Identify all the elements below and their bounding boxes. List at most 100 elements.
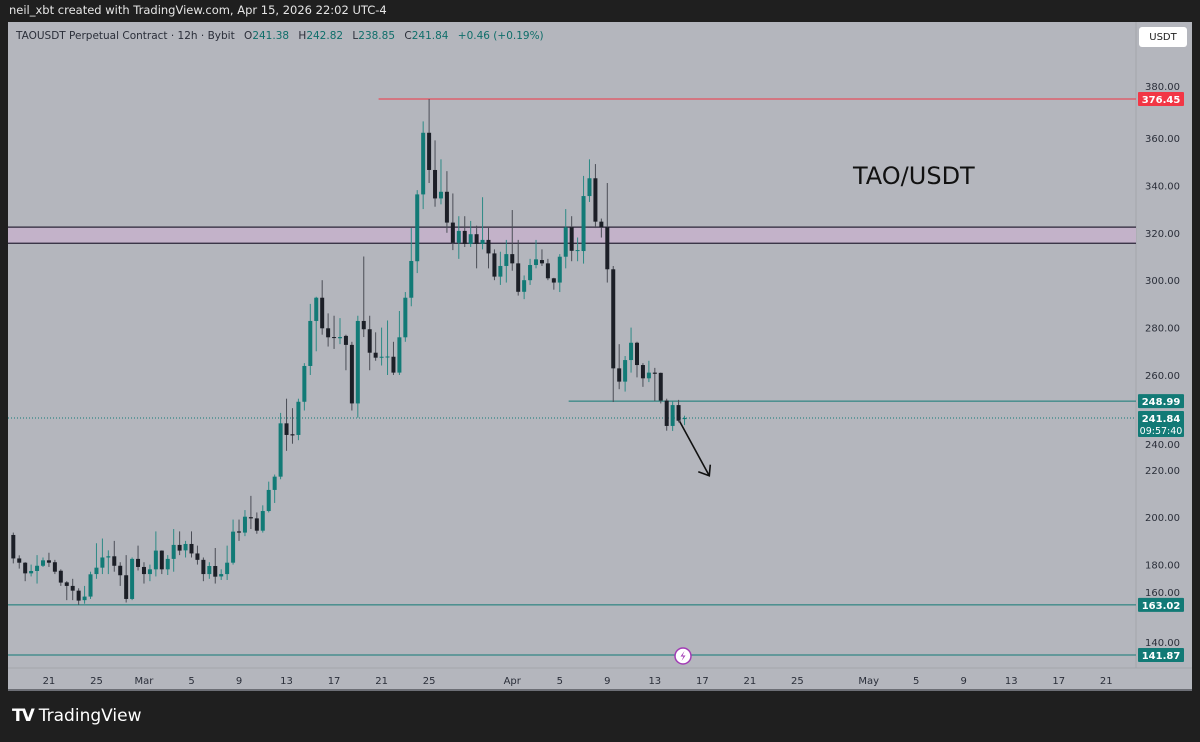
candle[interactable] — [397, 310, 402, 375]
candle[interactable] — [563, 209, 568, 269]
candle[interactable] — [575, 237, 580, 262]
candle[interactable] — [100, 538, 105, 575]
candle[interactable] — [171, 529, 176, 572]
candle[interactable] — [623, 356, 628, 392]
candle[interactable] — [213, 547, 218, 584]
candle[interactable] — [76, 588, 81, 605]
candle[interactable] — [682, 415, 687, 426]
candle[interactable] — [504, 239, 509, 283]
candle[interactable] — [136, 545, 141, 571]
candle[interactable] — [302, 363, 307, 411]
candle[interactable] — [640, 363, 645, 387]
candle[interactable] — [581, 175, 586, 264]
candle[interactable] — [403, 292, 408, 342]
chart-annotation-text[interactable]: TAO/USDT — [853, 162, 975, 190]
candle[interactable] — [130, 557, 135, 601]
candle[interactable] — [266, 481, 271, 513]
candle[interactable] — [201, 557, 206, 582]
candle[interactable] — [46, 552, 51, 567]
candle[interactable] — [82, 585, 87, 604]
candle[interactable] — [605, 183, 610, 283]
candle[interactable] — [670, 401, 675, 431]
candle[interactable] — [29, 564, 34, 577]
candle[interactable] — [52, 559, 57, 575]
candle[interactable] — [486, 228, 491, 269]
candle[interactable] — [528, 258, 533, 285]
candle[interactable] — [70, 578, 75, 601]
candle[interactable] — [242, 510, 247, 537]
candle[interactable] — [41, 557, 45, 567]
candle[interactable] — [516, 239, 521, 296]
candle[interactable] — [629, 327, 634, 373]
candle[interactable] — [468, 220, 473, 248]
candle[interactable] — [462, 216, 467, 248]
candle[interactable] — [557, 254, 562, 293]
candle[interactable] — [361, 256, 366, 338]
candle[interactable] — [326, 313, 331, 347]
candle[interactable] — [177, 531, 182, 556]
candle[interactable] — [498, 251, 503, 285]
candle[interactable] — [35, 555, 40, 584]
candle[interactable] — [159, 550, 164, 575]
candle[interactable] — [296, 398, 301, 441]
candle[interactable] — [480, 197, 485, 250]
candle[interactable] — [118, 562, 123, 586]
candle[interactable] — [308, 303, 313, 375]
candle[interactable] — [248, 495, 253, 530]
candle[interactable] — [141, 562, 146, 584]
candle[interactable] — [284, 398, 289, 451]
candle[interactable] — [652, 367, 657, 402]
candle[interactable] — [314, 296, 319, 352]
candle[interactable] — [539, 249, 544, 266]
candle[interactable] — [124, 555, 129, 603]
candle[interactable] — [349, 341, 354, 411]
candle[interactable] — [456, 216, 461, 259]
down-arrow-line[interactable] — [678, 420, 710, 477]
candle[interactable] — [260, 505, 265, 533]
candle[interactable] — [569, 216, 574, 262]
candle[interactable] — [617, 344, 622, 390]
candle[interactable] — [11, 532, 16, 564]
candle[interactable] — [237, 519, 242, 541]
candle[interactable] — [438, 159, 443, 205]
candle[interactable] — [106, 550, 111, 575]
currency-button[interactable]: USDT — [1139, 27, 1187, 47]
candle[interactable] — [450, 193, 455, 251]
candle[interactable] — [165, 555, 170, 576]
candle[interactable] — [433, 140, 438, 207]
candle[interactable] — [207, 562, 212, 579]
candle[interactable] — [355, 315, 360, 418]
candle[interactable] — [320, 280, 325, 335]
candle[interactable] — [94, 543, 99, 579]
candle[interactable] — [474, 225, 479, 269]
candle[interactable] — [367, 315, 372, 371]
candle[interactable] — [599, 218, 604, 238]
candle[interactable] — [219, 569, 224, 580]
candle[interactable] — [254, 512, 259, 534]
candle[interactable] — [183, 540, 188, 558]
candle[interactable] — [646, 360, 651, 383]
candle[interactable] — [587, 159, 592, 202]
lightning-event-icon[interactable] — [674, 647, 692, 665]
candle[interactable] — [421, 121, 426, 210]
candle[interactable] — [64, 581, 69, 601]
candle[interactable] — [332, 315, 337, 349]
candle[interactable] — [391, 341, 396, 375]
candle[interactable] — [290, 408, 295, 444]
candle[interactable] — [611, 265, 616, 403]
candle[interactable] — [522, 275, 527, 300]
candle[interactable] — [153, 531, 158, 577]
candle[interactable] — [343, 334, 348, 371]
candle[interactable] — [379, 327, 384, 366]
candle[interactable] — [409, 228, 414, 307]
symbol-legend[interactable]: TAOUSDT Perpetual Contract · 12h · Bybit… — [16, 30, 544, 42]
candle[interactable] — [225, 545, 230, 580]
candle[interactable] — [112, 540, 117, 572]
candle[interactable] — [231, 519, 236, 565]
candle[interactable] — [534, 239, 539, 269]
candle[interactable] — [427, 99, 432, 184]
candle[interactable] — [551, 277, 556, 290]
candle[interactable] — [492, 249, 497, 281]
candle[interactable] — [88, 571, 93, 599]
